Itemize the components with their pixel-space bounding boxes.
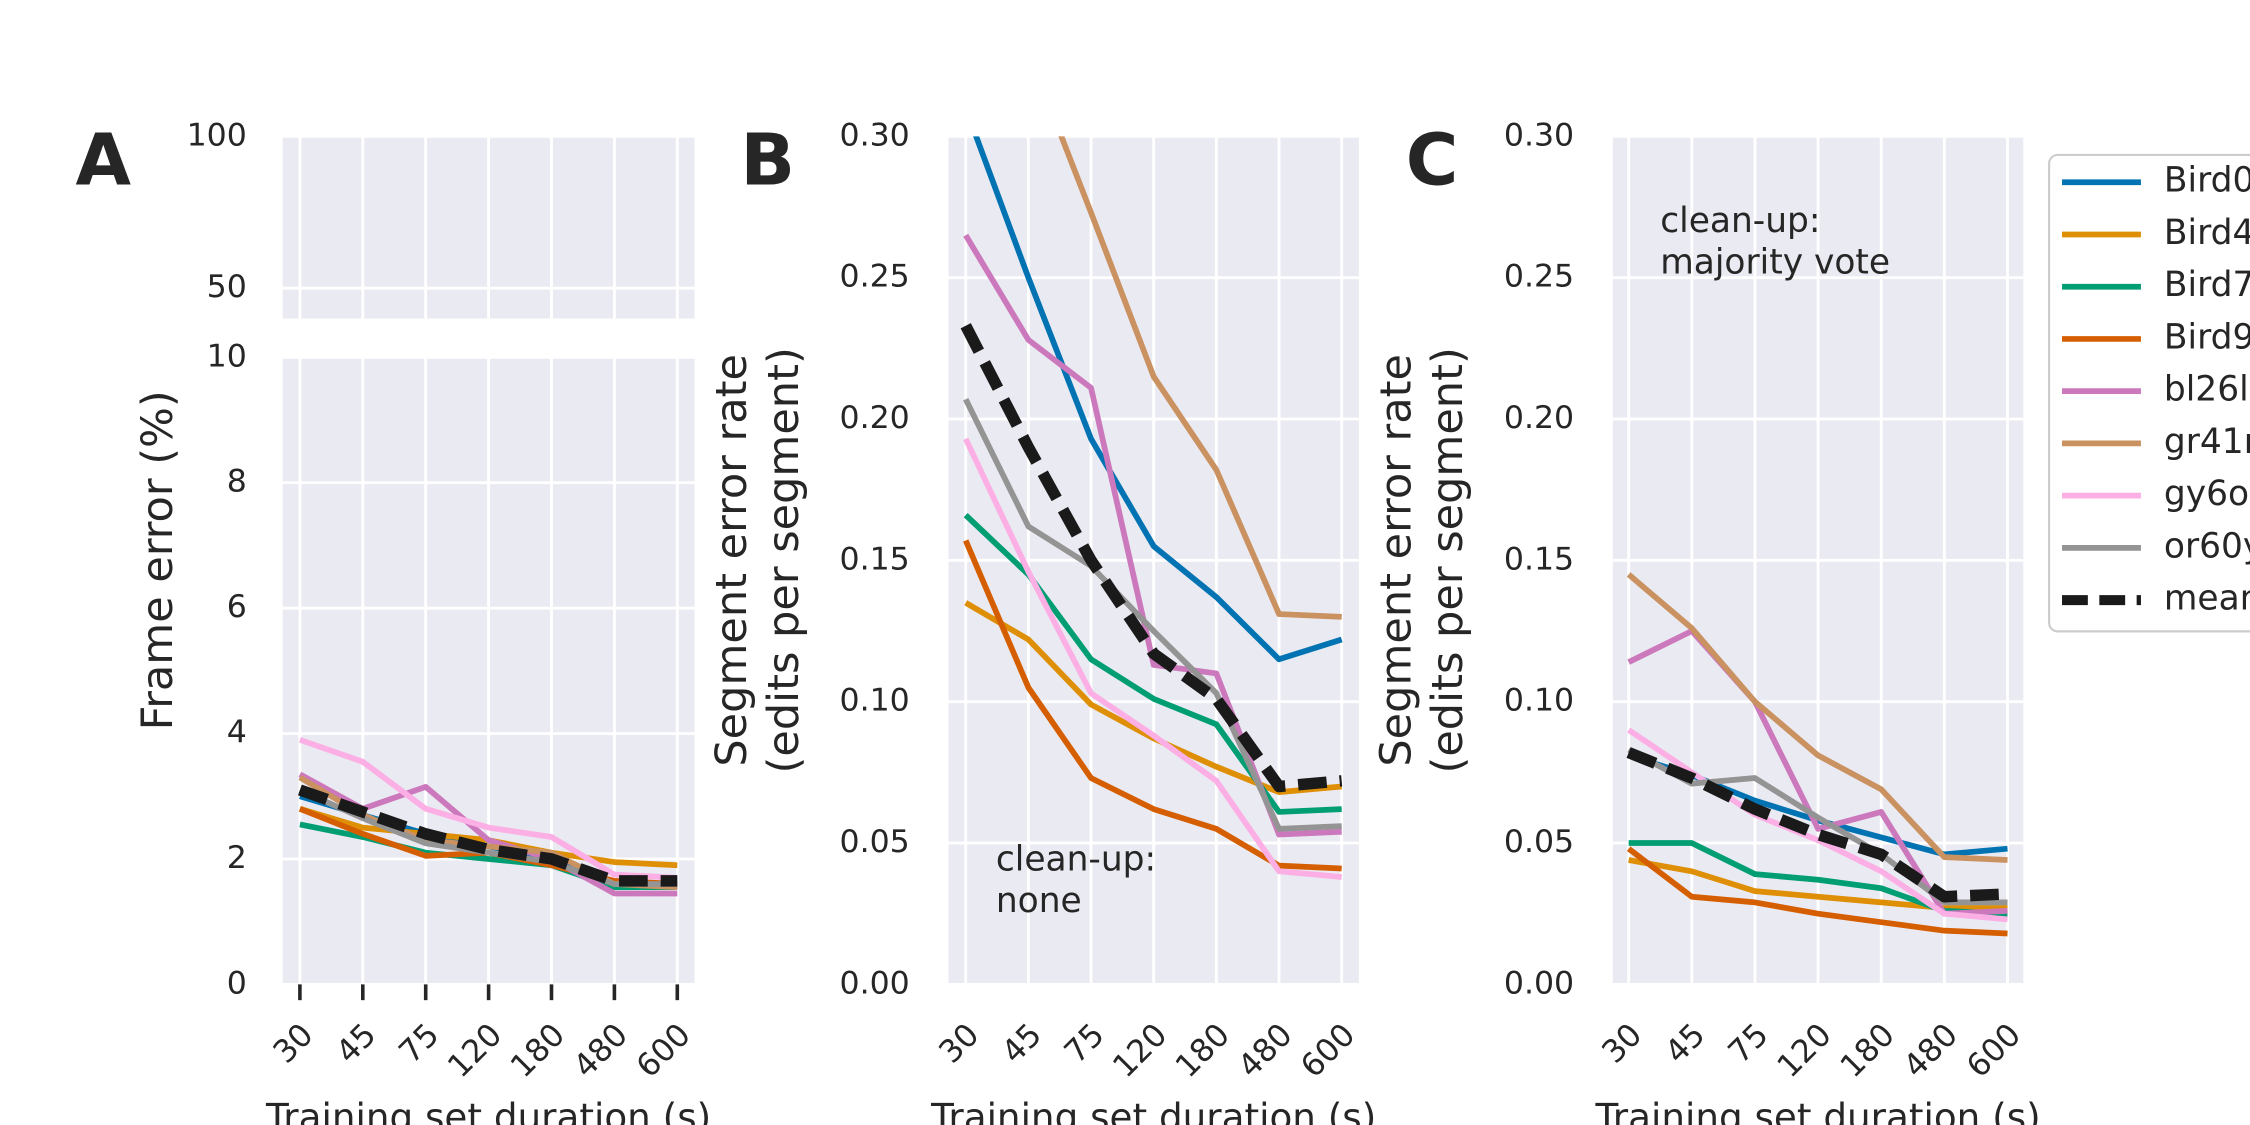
legend-label: gr41r — [2164, 422, 2250, 462]
x-tick-label: 75 — [392, 1017, 446, 1071]
x-tick-label: 45 — [330, 1017, 384, 1071]
x-tick-label: 30 — [1595, 1017, 1649, 1071]
x-axis-label: Training set duration (s) — [930, 1095, 1376, 1125]
x-axis-label: Training set duration (s) — [1594, 1095, 2040, 1125]
x-tick-label: 600 — [630, 1017, 698, 1085]
panel-letter: A — [76, 118, 132, 202]
y-tick-label: 2 — [227, 840, 247, 876]
legend-label: Bird7 — [2164, 265, 2250, 305]
x-tick-label: 180 — [1834, 1017, 1902, 1085]
x-tick-label: 180 — [504, 1017, 572, 1085]
y-axis-label: Frame error (%) — [133, 390, 183, 730]
y-tick-label: 0.25 — [840, 259, 910, 295]
x-tick-label: 480 — [1897, 1017, 1965, 1085]
y-tick-label: 0.00 — [1504, 965, 1574, 1001]
x-tick-label: 30 — [267, 1017, 321, 1071]
y-tick-label: 6 — [227, 589, 247, 625]
legend-label: or60y — [2164, 526, 2250, 566]
series-line — [298, 737, 678, 881]
y-tick-label: 4 — [227, 715, 247, 751]
panel-letter: B — [740, 118, 795, 202]
y-axis-label: (edits per segment) — [1423, 347, 1473, 773]
y-tick-label: 100 — [187, 117, 247, 153]
y-tick-label: 0.00 — [840, 965, 910, 1001]
series-line — [960, 323, 1343, 793]
series-line — [298, 784, 678, 887]
x-tick-label: 120 — [1106, 1017, 1174, 1085]
y-tick-label: 0.30 — [840, 117, 910, 153]
series-line — [1626, 747, 2008, 903]
y-tick-label: 0.15 — [840, 541, 910, 577]
x-tick-label: 120 — [441, 1017, 509, 1085]
x-tick-label: 480 — [1232, 1017, 1300, 1085]
y-tick-label: 0.20 — [1504, 400, 1574, 436]
x-tick-label: 180 — [1169, 1017, 1237, 1085]
panel-letter: C — [1406, 118, 1459, 202]
y-tick-label: 0.25 — [1504, 259, 1574, 295]
y-axis-label: Segment error rate — [1372, 354, 1422, 767]
x-tick-label: 30 — [933, 1017, 987, 1071]
y-axis-label: (edits per segment) — [759, 347, 809, 773]
series-group — [960, 136, 1343, 880]
y-tick-label: 0.05 — [840, 824, 910, 860]
x-tick-label: 75 — [1722, 1017, 1776, 1071]
y-tick-label: 8 — [227, 464, 247, 500]
series-line — [1058, 136, 1342, 620]
series-line — [1626, 846, 2008, 937]
series-line — [973, 136, 1343, 663]
series-line — [298, 787, 678, 887]
legend-label: gy6or — [2164, 474, 2250, 514]
y-tick-label: 50 — [207, 269, 247, 305]
x-tick-label: 45 — [1659, 1017, 1713, 1071]
legend-label: Bird4 — [2164, 213, 2250, 253]
x-tick-label: 480 — [567, 1017, 635, 1085]
y-tick-label: 0.10 — [840, 683, 910, 719]
x-tick-label: 120 — [1771, 1017, 1839, 1085]
series-line — [1626, 572, 2008, 863]
legend-label: Bird0 — [2164, 161, 2250, 201]
annotation: majority vote — [1660, 243, 1890, 283]
y-axis-label: Segment error rate — [707, 354, 757, 767]
series-line — [963, 437, 1342, 880]
x-tick-label: 600 — [1960, 1017, 2028, 1085]
series-line — [963, 397, 1342, 832]
y-tick-label: 0.10 — [1504, 683, 1574, 719]
y-tick-label: 0.30 — [1504, 117, 1574, 153]
y-tick-label: 10 — [207, 338, 247, 374]
legend-label: mean — [2164, 579, 2250, 619]
x-tick-label: 600 — [1294, 1017, 1362, 1085]
series-group — [298, 737, 678, 897]
x-tick-label: 75 — [1058, 1017, 1112, 1071]
series-line — [963, 233, 1342, 838]
legend-label: Bird9 — [2164, 317, 2250, 357]
series-line — [299, 821, 678, 891]
x-tick-label: 45 — [995, 1017, 1049, 1071]
series-line — [963, 539, 1342, 872]
x-axis-label: Training set duration (s) — [265, 1095, 711, 1125]
annotation: clean-up: — [996, 839, 1156, 879]
series-group — [1626, 572, 2008, 937]
y-tick-label: 0.15 — [1504, 541, 1574, 577]
legend-box — [2048, 153, 2250, 633]
y-tick-label: 0.05 — [1504, 824, 1574, 860]
annotation: none — [996, 881, 1082, 921]
y-tick-label: 0.20 — [840, 400, 910, 436]
y-tick-label: 0 — [227, 965, 247, 1001]
annotation: clean-up: — [1660, 201, 1820, 241]
legend-label: bl26lb — [2164, 370, 2250, 410]
